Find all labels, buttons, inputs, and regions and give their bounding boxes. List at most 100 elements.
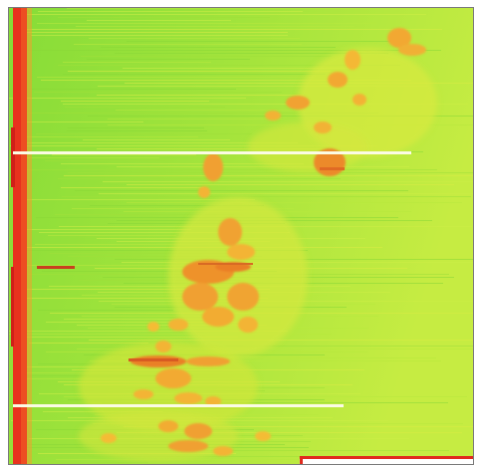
heatmap-frame [8, 7, 474, 465]
white-lines [12, 151, 412, 408]
streak-line [114, 52, 389, 54]
streak-line [47, 235, 177, 236]
streak-line [38, 232, 290, 234]
streak-line [33, 91, 282, 93]
streak-line [22, 169, 438, 171]
streak-line [116, 166, 410, 168]
streak-line [74, 190, 409, 192]
streak-line [49, 252, 245, 254]
streak-line [26, 112, 379, 114]
streak-line [24, 136, 199, 138]
streak-line [60, 100, 210, 102]
streak-line [76, 348, 473, 350]
streak-line [71, 208, 294, 210]
streak-line [18, 264, 208, 266]
streak-line [17, 13, 427, 15]
streak-line [55, 459, 452, 461]
streak-line [66, 8, 371, 9]
bottom-right-bracket [299, 456, 473, 464]
streak-line [67, 127, 205, 129]
streak-line [60, 187, 205, 189]
streak-line [9, 330, 288, 332]
streak-line [97, 85, 428, 87]
streak-line [115, 109, 322, 111]
streak-line [18, 336, 239, 338]
streak-line [62, 73, 326, 75]
streak-line [24, 297, 268, 299]
streak-line [17, 49, 442, 51]
streak-line [54, 214, 235, 216]
streak-line [123, 426, 473, 428]
streak-line [78, 279, 241, 281]
streak-line [40, 79, 412, 81]
streak-line [62, 61, 212, 63]
streak-line [9, 97, 246, 99]
heatmap-image [9, 8, 473, 464]
streak-line [17, 121, 144, 123]
streak-line [92, 423, 464, 425]
streak-line [82, 139, 231, 141]
streak-line [67, 70, 331, 72]
streak-line [89, 205, 264, 207]
streak-line [63, 175, 473, 177]
streak-line [34, 243, 282, 245]
streak-line [22, 288, 270, 290]
streak-line [96, 148, 327, 150]
streak-line [88, 37, 300, 39]
streak-line [36, 456, 394, 458]
streak-line [30, 34, 288, 36]
streak-line [37, 10, 303, 12]
streak-line [60, 163, 304, 165]
streak-line [24, 462, 149, 464]
streak-line [122, 67, 349, 69]
streak-line [88, 339, 473, 341]
streak-line [63, 396, 468, 398]
streak-line [36, 22, 377, 24]
streak-line [75, 25, 355, 27]
dark-activity-segments [36, 167, 345, 362]
streak-line [45, 321, 245, 323]
streak-line [35, 133, 252, 135]
streak-line [67, 255, 262, 257]
streak-line [22, 31, 288, 33]
streak-line [96, 94, 304, 96]
streak-line [98, 193, 473, 195]
streak-line [17, 157, 160, 159]
streak-line [14, 199, 255, 201]
left-red-band [10, 8, 32, 464]
streak-line [107, 118, 282, 120]
streak-line [28, 342, 149, 344]
streak-line [21, 142, 298, 144]
streak-line [11, 249, 308, 251]
streak-line [18, 229, 192, 231]
streak-line [57, 16, 270, 18]
streak-line [37, 309, 174, 311]
streak-line [41, 270, 277, 272]
streak-line [63, 318, 235, 320]
streak-line [116, 432, 463, 434]
streak-line [126, 40, 393, 42]
streak-line [102, 181, 473, 183]
streak-line [121, 357, 437, 359]
streak-line [9, 145, 378, 147]
streak-line [57, 64, 401, 66]
streak-line [14, 28, 443, 30]
streak-line [36, 76, 401, 78]
streak-line [124, 82, 473, 84]
streak-line [126, 202, 463, 204]
streak-line [51, 154, 197, 156]
streak-line [62, 103, 469, 105]
streak-line [9, 333, 332, 335]
streak-line [10, 88, 237, 90]
streak-line [86, 19, 232, 21]
streak-line [127, 345, 473, 347]
streak-line [73, 43, 302, 45]
streak-line [57, 178, 341, 180]
streak-line [89, 360, 442, 362]
streak-line [61, 196, 472, 198]
streak-line [80, 55, 332, 57]
streak-line [66, 130, 208, 132]
streak-line [67, 172, 473, 174]
streak-line [126, 184, 455, 186]
streak-line [101, 402, 449, 404]
